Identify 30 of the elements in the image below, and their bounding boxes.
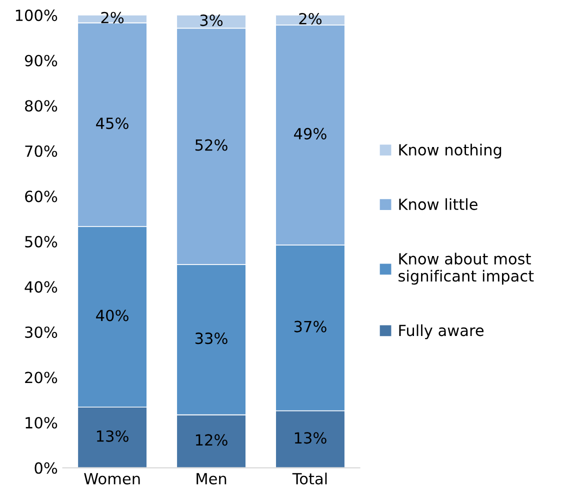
y-tick-label: 70% (25, 145, 58, 157)
data-label: 52% (195, 139, 228, 151)
y-tick-label: 50% (25, 236, 58, 248)
data-label: 49% (294, 128, 326, 140)
y-tick-label: 100% (16, 10, 58, 22)
data-label: 13% (96, 430, 128, 442)
x-tick-label: Women (84, 473, 140, 484)
data-label: 45% (96, 118, 128, 130)
data-label: 2% (101, 12, 124, 24)
y-tick-label: 90% (24, 54, 58, 66)
y-tick-label: 60% (25, 190, 58, 202)
y-tick-label: 80% (25, 100, 58, 112)
data-label: 33% (195, 332, 228, 344)
data-label: 40% (96, 310, 128, 322)
legend-label: Know little (399, 198, 478, 210)
data-label: 12% (196, 434, 228, 446)
legend-label: Know nothing (399, 144, 502, 159)
y-tick-label: 10% (26, 416, 58, 429)
data-label: 3% (200, 14, 223, 26)
x-tick-label: Men (196, 473, 226, 484)
data-label: 2% (299, 12, 322, 25)
data-label: 37% (294, 320, 326, 332)
y-tick-label: 30% (25, 326, 58, 338)
y-tick-label: 40% (24, 281, 58, 293)
legend-label: Know about most significant impact (398, 252, 534, 285)
y-tick-label: 20% (25, 372, 58, 384)
data-label: 13% (294, 432, 326, 444)
y-tick-label: 0% (34, 462, 58, 474)
legend-label: Fully aware (399, 324, 484, 340)
x-tick-label: Total (292, 472, 327, 484)
